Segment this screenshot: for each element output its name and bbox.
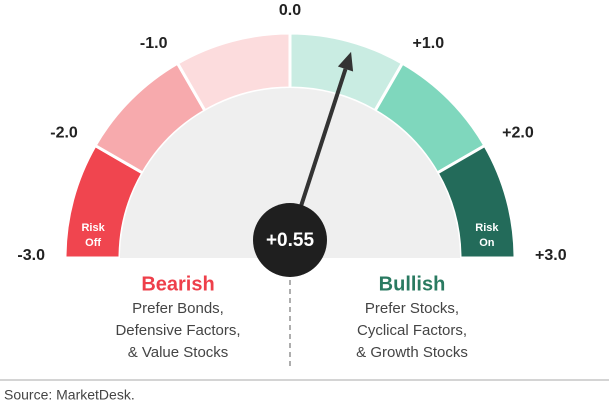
needle-head [337,51,354,72]
tick-label: -3.0 [17,247,45,264]
tick-label: 0.0 [279,2,301,19]
gauge-face [120,88,460,258]
source: Source: MarketDesk. [4,387,135,403]
value-badge [253,203,327,277]
bullish-line: Prefer Stocks, [365,300,459,317]
bearish-title: Bearish [141,273,214,295]
bullish-line: & Growth Stocks [356,344,468,361]
bearish-line: Prefer Bonds, [132,300,224,317]
bearish-line: & Value Stocks [128,344,229,361]
risk-on-label: On [479,237,495,249]
bearish-line: Defensive Factors, [115,322,240,339]
risk-off-label: Off [85,237,101,249]
tick-label: -2.0 [50,125,78,142]
tick-label: -1.0 [140,35,168,52]
bullish-title: Bullish [379,273,446,295]
bullish-line: Cyclical Factors, [357,322,467,339]
value-label: +0.55 [266,230,315,251]
risk-off-label: Risk [81,222,105,234]
risk-on-label: Risk [475,222,499,234]
tick-label: +1.0 [413,35,445,52]
tick-label: +3.0 [535,247,567,264]
tick-label: +2.0 [502,125,534,142]
